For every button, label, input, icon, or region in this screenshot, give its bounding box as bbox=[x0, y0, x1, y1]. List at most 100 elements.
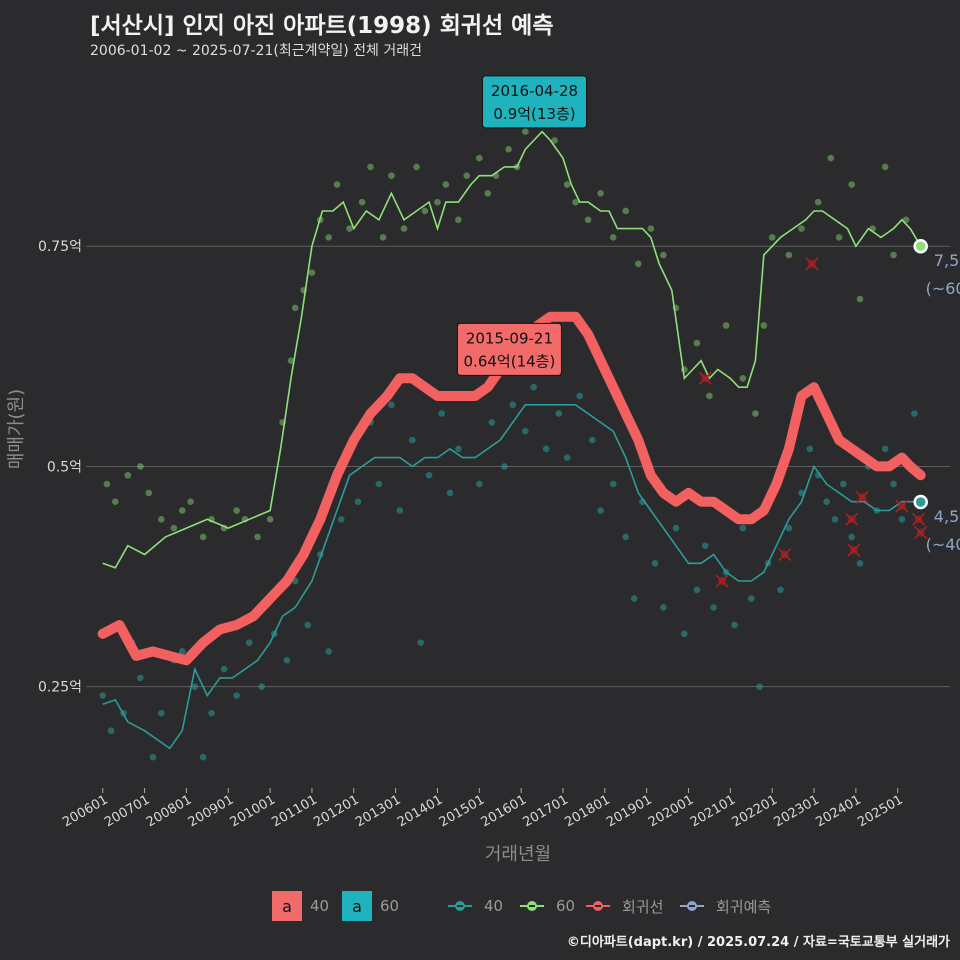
x-tick-label: 201201 bbox=[311, 792, 361, 830]
x-tick-label: 201401 bbox=[395, 792, 445, 830]
annotation-date: 2015-09-21 bbox=[466, 329, 553, 347]
scatter-point-40 bbox=[191, 683, 199, 690]
scatter-point-40 bbox=[911, 410, 918, 417]
scatter-point-60 bbox=[145, 489, 153, 497]
outlier-cross bbox=[914, 525, 928, 540]
x-tick-label: 201001 bbox=[228, 792, 278, 830]
legend-line-40: 40 bbox=[446, 890, 503, 922]
scatter-point-40 bbox=[693, 586, 701, 594]
scatter-point-40 bbox=[149, 753, 157, 761]
legend-line-40-label: 40 bbox=[484, 897, 504, 915]
scatter-point-40 bbox=[258, 683, 266, 690]
forecast-sublabel-60: (~60㎡) bbox=[926, 279, 960, 298]
scatter-point-40 bbox=[425, 471, 433, 479]
scatter-point-40 bbox=[99, 692, 107, 699]
outlier-marker bbox=[847, 543, 861, 557]
scatter-point-40 bbox=[388, 401, 395, 409]
scatter-point-40 bbox=[651, 560, 659, 567]
scatter-point-40 bbox=[438, 410, 445, 417]
scatter-point-60 bbox=[421, 207, 429, 215]
scatter-point-60 bbox=[254, 533, 261, 541]
scatter-point-40 bbox=[597, 507, 604, 514]
scatter-point-40 bbox=[220, 665, 228, 673]
legend-fill-40-glyph: a bbox=[282, 896, 292, 916]
outlier-cross bbox=[698, 371, 712, 385]
scatter-point-60 bbox=[551, 137, 558, 144]
x-tick-label: 202201 bbox=[730, 792, 780, 830]
scatter-point-60 bbox=[597, 190, 604, 197]
scatter-point-40 bbox=[701, 542, 709, 550]
legend-fill-40-swatch: a bbox=[272, 891, 302, 921]
scatter-point-40 bbox=[747, 595, 755, 602]
forecast-point-60 bbox=[913, 238, 928, 254]
scatter-point-40 bbox=[672, 524, 680, 532]
scatter-point-60 bbox=[484, 190, 491, 197]
scatter-point-60 bbox=[103, 480, 111, 488]
scatter-point-40 bbox=[501, 463, 508, 470]
x-tick-label: 202301 bbox=[772, 792, 822, 830]
series-line-40 bbox=[102, 404, 921, 750]
x-tick-label: 202001 bbox=[646, 792, 696, 830]
legend-line-forecast-label: 회귀예측 bbox=[716, 897, 772, 916]
scatter-point-60 bbox=[814, 198, 822, 206]
annotation-box bbox=[456, 322, 562, 376]
scatter-point-40 bbox=[542, 445, 550, 453]
scatter-point-60 bbox=[563, 181, 571, 188]
scatter-point-60 bbox=[609, 234, 617, 241]
scatter-point-60 bbox=[856, 295, 864, 303]
scatter-point-60 bbox=[693, 339, 701, 347]
scatter-point-40 bbox=[137, 674, 144, 682]
scatter-point-40 bbox=[555, 410, 563, 417]
scatter-point-60 bbox=[706, 392, 713, 400]
outlier-cross bbox=[912, 512, 926, 526]
forecast-label-40: 4,596 bbox=[934, 507, 960, 526]
scatter-point-60 bbox=[178, 507, 186, 514]
outlier-marker bbox=[778, 547, 792, 562]
scatter-point-60 bbox=[291, 304, 299, 312]
scatter-point-60 bbox=[890, 251, 897, 259]
scatter-point-40 bbox=[622, 533, 630, 541]
scatter-point-40 bbox=[199, 753, 207, 761]
x-tick-label: 201701 bbox=[520, 792, 570, 830]
scatter-point-40 bbox=[375, 480, 383, 488]
x-tick-label: 200901 bbox=[186, 792, 236, 830]
legend-line-40-key bbox=[448, 901, 472, 911]
outlier-marker bbox=[914, 525, 928, 540]
scatter-point-60 bbox=[463, 172, 471, 180]
scatter-point-40 bbox=[777, 586, 784, 594]
x-tick-label: 200701 bbox=[102, 792, 152, 830]
annotation-text: 0.64억(14층) bbox=[464, 352, 556, 370]
scatter-point-40 bbox=[609, 480, 617, 488]
scatter-point-40 bbox=[208, 709, 215, 717]
legend: a 40 a 60 40 60 회귀선 bbox=[0, 890, 960, 922]
scatter-point-60 bbox=[333, 181, 341, 188]
outlier-cross bbox=[778, 547, 792, 562]
annotation-40: 2015-09-21 0.64억(14층) bbox=[456, 322, 562, 376]
legend-fill-40: a 40 bbox=[272, 890, 329, 922]
scatter-point-40 bbox=[475, 480, 483, 488]
scatter-point-60 bbox=[158, 516, 165, 523]
scatter-point-40 bbox=[660, 604, 667, 611]
scatter-point-60 bbox=[835, 234, 843, 241]
x-tick-label: 201901 bbox=[604, 792, 654, 830]
legend-line-regression: 회귀선 bbox=[584, 890, 663, 922]
x-axis-title: 거래년월 bbox=[485, 844, 551, 865]
scatter-point-40 bbox=[681, 630, 688, 638]
scatter-point-60 bbox=[233, 507, 240, 514]
legend-line-forecast: 회귀예측 bbox=[678, 890, 771, 922]
scatter-point-60 bbox=[111, 498, 119, 505]
scatter-point-60 bbox=[475, 154, 483, 162]
scatter-point-60 bbox=[413, 163, 420, 171]
x-tick-label: 201501 bbox=[437, 792, 487, 830]
series-line-regression bbox=[97, 311, 926, 666]
scatter-point-40 bbox=[785, 524, 793, 532]
legend-fill-60-swatch: a bbox=[342, 891, 372, 921]
scatter-point-60 bbox=[505, 145, 512, 153]
scatter-point-40 bbox=[178, 648, 186, 655]
x-tick-label: 200801 bbox=[144, 792, 194, 830]
legend-line-forecast-key bbox=[680, 901, 704, 911]
scatter-point-60 bbox=[124, 471, 132, 479]
outlier-cross bbox=[847, 543, 861, 557]
scatter-point-40 bbox=[731, 621, 738, 629]
scatter-point-60 bbox=[722, 322, 730, 329]
